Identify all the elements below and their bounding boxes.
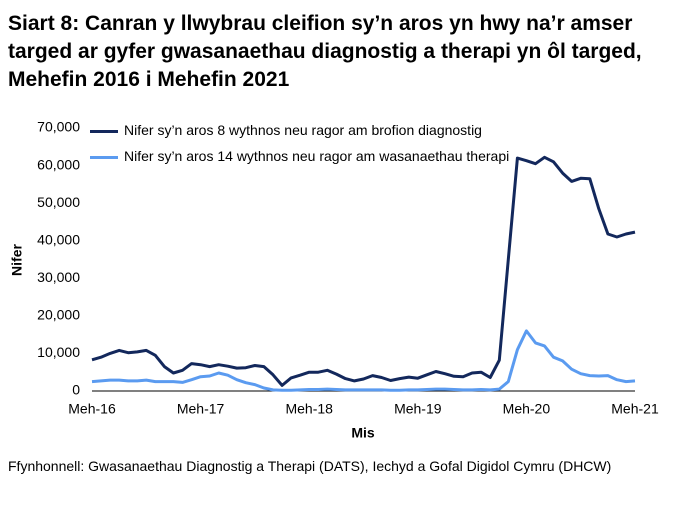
y-tick-label: 40,000 <box>37 231 80 247</box>
x-tick-label: Meh-20 <box>503 401 551 417</box>
y-axis-label: Nifer <box>9 244 25 276</box>
series-line <box>91 155 636 387</box>
source-note: Ffynhonnell: Gwasanaethau Diagnostig a T… <box>8 458 612 474</box>
legend: Nifer sy’n aros 8 wythnos neu ragor am b… <box>90 122 520 174</box>
x-tick-label: Meh-17 <box>177 401 225 417</box>
y-tick-label: 30,000 <box>37 269 80 285</box>
legend-item: Nifer sy’n aros 8 wythnos neu ragor am b… <box>90 122 520 138</box>
x-tick-label: Meh-19 <box>394 401 442 417</box>
x-tick-label: Meh-21 <box>611 401 659 417</box>
legend-item: Nifer sy’n aros 14 wythnos neu ragor am … <box>90 148 520 164</box>
y-tick-label: 70,000 <box>37 119 80 135</box>
chart-title: Siart 8: Canran y llwybrau cleifion sy’n… <box>8 12 642 91</box>
legend-swatch <box>90 130 118 133</box>
legend-label: Nifer sy’n aros 14 wythnos neu ragor am … <box>124 148 510 164</box>
x-tick-label: Meh-16 <box>68 401 116 417</box>
x-tick-label: Meh-18 <box>285 401 333 417</box>
y-tick-label: 50,000 <box>37 194 80 210</box>
legend-label: Nifer sy’n aros 8 wythnos neu ragor am b… <box>124 122 482 138</box>
y-tick-label: 0 <box>72 382 80 398</box>
series-line <box>91 329 636 392</box>
y-tick-label: 10,000 <box>37 344 80 360</box>
x-axis-label: Mis <box>351 425 375 441</box>
y-tick-label: 20,000 <box>37 307 80 323</box>
legend-swatch <box>90 156 118 159</box>
y-tick-label: 60,000 <box>37 156 80 172</box>
